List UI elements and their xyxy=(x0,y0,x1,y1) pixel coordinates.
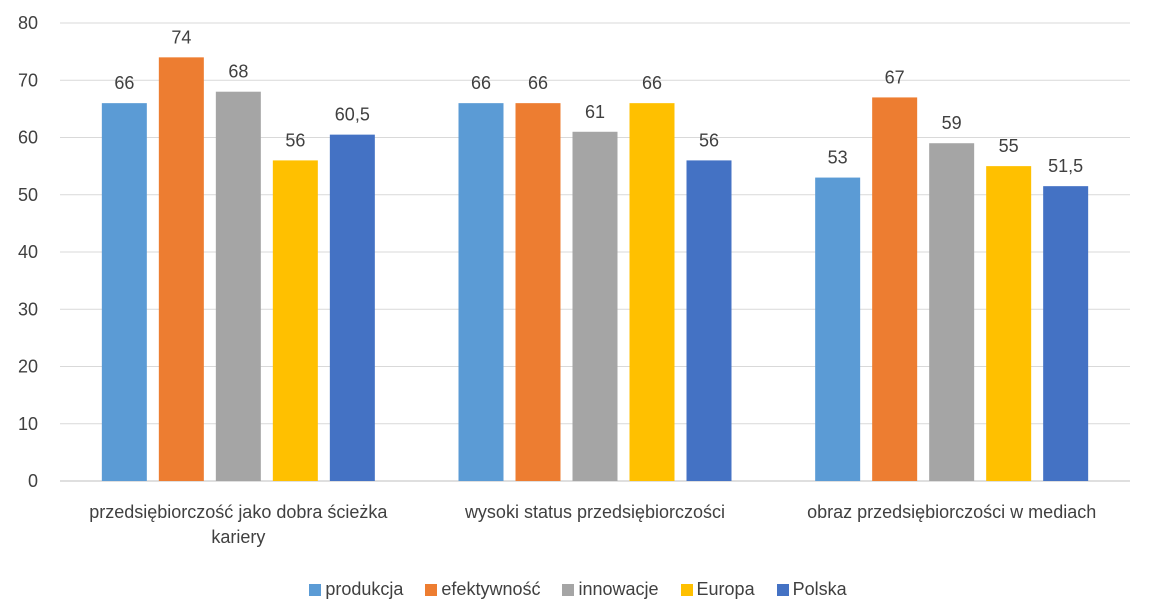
x-category-label: przedsiębiorczość jako dobra ścieżka kari… xyxy=(89,502,388,547)
data-labels: 66 74 68 56 60,5 66 66 61 66 56 53 67 59 55 51,5 xyxy=(114,27,1083,176)
y-tick-label: 70 xyxy=(18,70,38,90)
y-tick-label: 0 xyxy=(28,471,38,491)
bar-efektywność xyxy=(872,97,918,482)
data-label: 56 xyxy=(285,130,305,150)
bars xyxy=(101,57,1089,482)
bar-innowacje xyxy=(215,91,261,481)
legend-item-efektywność: efektywność xyxy=(425,579,540,600)
legend-label: Polska xyxy=(792,579,847,599)
bar-polska xyxy=(686,160,732,481)
data-label: 51,5 xyxy=(1048,156,1083,176)
legend-item-innowacje: innowacje xyxy=(562,579,659,600)
data-label: 66 xyxy=(471,73,491,93)
legend-label: efektywność xyxy=(441,579,541,599)
legend-swatch xyxy=(562,583,575,596)
bar-innowacje xyxy=(929,143,975,481)
y-tick-label: 40 xyxy=(18,242,38,262)
x-axis: przedsiębiorczość jako dobra ścieżka kari… xyxy=(89,502,1096,547)
bar-polska xyxy=(1043,186,1089,481)
bar-polska xyxy=(329,134,375,481)
data-label: 66 xyxy=(114,73,134,93)
data-label: 66 xyxy=(528,73,548,93)
bar-europa xyxy=(986,166,1032,481)
legend-item-produkcja: produkcja xyxy=(309,579,403,600)
bar-chart: 0 10 20 30 40 50 60 70 80 66 74 68 56 60,5 66 66 61 66 56… xyxy=(18,13,1130,547)
legend-swatch xyxy=(680,583,693,596)
x-category-label: obraz przedsiębiorczości w mediach xyxy=(807,502,1096,522)
legend-swatch xyxy=(309,583,322,596)
y-tick-label: 10 xyxy=(18,414,38,434)
data-label: 68 xyxy=(228,62,248,82)
data-label: 66 xyxy=(642,73,662,93)
bar-europa xyxy=(629,103,675,482)
legend-item-polska: Polska xyxy=(776,579,847,600)
y-tick-label: 30 xyxy=(18,299,38,319)
y-tick-label: 20 xyxy=(18,357,38,377)
legend-label: innowacje xyxy=(578,579,659,599)
y-tick-label: 50 xyxy=(18,185,38,205)
bar-efektywność xyxy=(158,57,204,481)
data-label: 61 xyxy=(585,102,605,122)
legend-swatch xyxy=(425,583,438,596)
bar-efektywność xyxy=(515,103,561,482)
data-label: 53 xyxy=(828,148,848,168)
y-tick-label: 60 xyxy=(18,128,38,148)
data-label: 74 xyxy=(171,27,191,47)
x-category-label: wysoki status przedsiębiorczości xyxy=(464,502,725,522)
y-axis: 0 10 20 30 40 50 60 70 80 xyxy=(18,13,38,491)
legend: produkcja efektywność innowacje Europa Polsk… xyxy=(0,579,1156,600)
bar-produkcja xyxy=(101,103,147,482)
legend-swatch xyxy=(776,583,789,596)
data-label: 55 xyxy=(999,136,1019,156)
y-tick-label: 80 xyxy=(18,13,38,33)
legend-label: produkcja xyxy=(325,579,404,599)
data-label: 59 xyxy=(942,113,962,133)
legend-item-europa: Europa xyxy=(680,579,755,600)
bar-europa xyxy=(272,160,318,481)
bar-produkcja xyxy=(458,103,504,482)
bar-innowacje xyxy=(572,131,618,481)
data-label: 56 xyxy=(699,130,719,150)
data-label: 60,5 xyxy=(335,105,370,125)
bar-produkcja xyxy=(815,177,861,481)
data-label: 67 xyxy=(885,67,905,87)
legend-label: Europa xyxy=(696,579,755,599)
